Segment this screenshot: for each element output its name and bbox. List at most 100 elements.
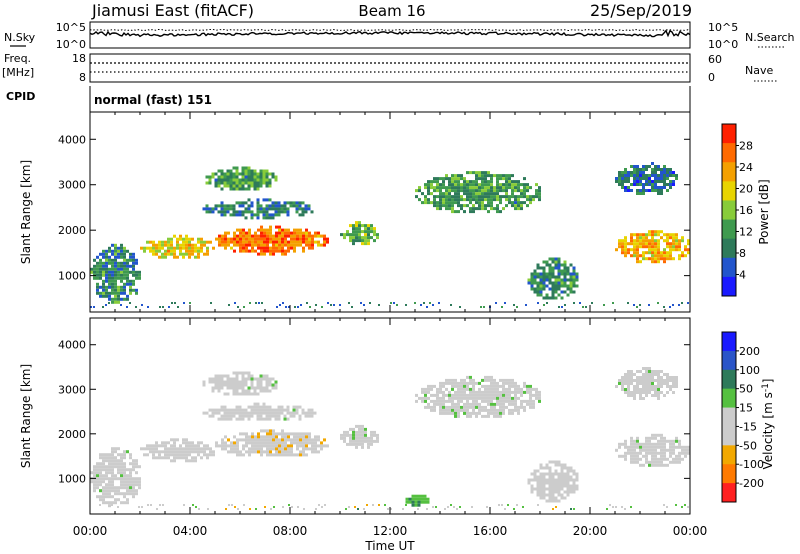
echo-cell	[352, 433, 355, 437]
echo-cell	[205, 210, 209, 214]
echo-cell	[114, 447, 117, 451]
date-title: 25/Sep/2019	[590, 1, 692, 20]
echo-cell	[554, 296, 558, 300]
echo-cell	[639, 189, 642, 192]
echo-cell	[295, 411, 299, 415]
echo-cell	[630, 454, 633, 458]
echo-cell	[233, 237, 236, 241]
echo-cell	[262, 169, 266, 173]
echo-cell	[469, 375, 472, 379]
echo-cell	[675, 245, 678, 249]
nave-tick-bottom: 0	[708, 71, 715, 84]
echo-cell	[484, 396, 487, 400]
echo-cell	[120, 468, 123, 472]
echo-cell	[533, 275, 537, 279]
echo-cell	[260, 453, 263, 457]
echo-cell	[111, 477, 114, 481]
colorbar-tick-label: 200	[739, 345, 760, 358]
noise-cell	[423, 302, 425, 304]
echo-cell	[678, 454, 681, 458]
echo-cell	[457, 201, 460, 205]
echo-cell	[554, 469, 558, 473]
echo-cell	[669, 385, 672, 388]
echo-cell	[454, 192, 457, 196]
echo-cell	[120, 243, 123, 247]
echo-cell	[669, 454, 672, 458]
echo-cell	[265, 408, 269, 412]
echo-cell	[460, 183, 463, 187]
echo-cell	[235, 175, 239, 179]
echo-cell	[117, 468, 120, 472]
echo-cell	[93, 468, 96, 472]
echo-cell	[111, 249, 114, 253]
echo-cell	[536, 493, 540, 497]
noise-cell	[504, 508, 506, 510]
echo-cell	[420, 494, 424, 498]
echo-cell	[660, 385, 663, 388]
echo-cell	[245, 237, 248, 241]
noise-cell	[687, 302, 689, 304]
cpid-row: CPID normal (fast) 151	[6, 86, 691, 112]
echo-cell	[502, 408, 505, 412]
echo-cell	[93, 483, 96, 487]
noise-cell	[555, 506, 557, 508]
echo-cell	[242, 249, 245, 253]
echo-cell	[111, 291, 114, 295]
echo-cell	[235, 377, 239, 381]
echo-cell	[651, 242, 654, 246]
echo-cell	[642, 192, 645, 195]
echo-cell	[572, 266, 576, 270]
noise-cell	[159, 306, 161, 308]
echo-cell	[117, 297, 120, 301]
echo-cell	[262, 405, 266, 409]
noise-cell	[450, 504, 452, 506]
echo-cell	[496, 174, 499, 178]
echo-cell	[645, 239, 648, 243]
colorbar-segment	[722, 200, 736, 221]
echo-cell	[633, 385, 636, 388]
noise-cell	[120, 304, 122, 306]
echo-cell	[527, 281, 531, 285]
echo-cell	[572, 284, 576, 288]
echo-cell	[663, 379, 666, 382]
echo-cell	[262, 216, 266, 220]
echo-cell	[539, 281, 543, 285]
echo-cell	[132, 492, 135, 496]
colorbar-segment	[722, 445, 736, 465]
echo-cell	[424, 195, 427, 199]
echo-cell	[224, 231, 227, 235]
echo-cell	[173, 456, 176, 460]
echo-cell	[636, 239, 639, 243]
echo-cell	[111, 468, 114, 472]
echo-cell	[305, 435, 308, 439]
echo-cell	[621, 248, 624, 252]
echo-cell	[627, 394, 630, 397]
echo-cell	[502, 402, 505, 406]
echo-cell	[454, 378, 457, 382]
echo-cell	[256, 414, 260, 418]
echo-cell	[259, 178, 263, 182]
echo-cell	[687, 448, 690, 452]
echo-cell	[123, 261, 126, 265]
echo-cell	[502, 177, 505, 181]
echo-cell	[230, 444, 233, 448]
echo-cell	[117, 489, 120, 493]
echo-cell	[117, 477, 120, 481]
echo-cell	[188, 246, 191, 250]
echo-cell	[548, 460, 552, 464]
echo-cell	[657, 233, 660, 237]
echo-cell	[487, 204, 490, 208]
echo-cell	[484, 189, 487, 193]
echo-cell	[569, 281, 573, 285]
echo-cell	[292, 411, 296, 415]
noise-cell	[258, 302, 260, 304]
echo-cell	[302, 432, 305, 436]
echo-cell	[618, 445, 621, 449]
echo-cell	[235, 181, 239, 185]
echo-cell	[220, 213, 224, 217]
echo-cell	[217, 178, 221, 182]
echo-cell	[108, 501, 111, 505]
echo-cell	[666, 463, 669, 467]
echo-cell	[105, 453, 108, 457]
echo-cell	[675, 376, 678, 379]
